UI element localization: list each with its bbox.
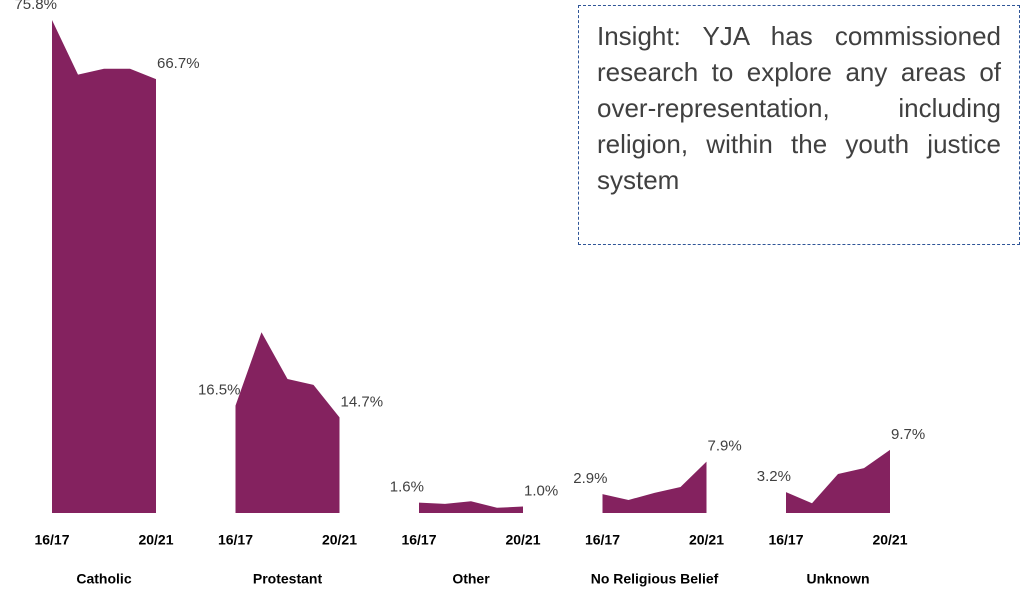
area <box>52 20 156 513</box>
group-label: Unknown <box>807 571 870 587</box>
value-label: 66.7% <box>157 55 200 72</box>
x-tick-label: 20/21 <box>138 532 173 548</box>
x-tick-label: 20/21 <box>689 532 724 548</box>
value-label: 2.9% <box>573 470 607 487</box>
x-tick-label: 20/21 <box>872 532 907 548</box>
group-label: Other <box>452 571 490 587</box>
area <box>786 449 890 513</box>
group-label: Protestant <box>253 571 323 587</box>
value-label: 14.7% <box>341 393 384 410</box>
insight-box: Insight: YJA has commissioned research t… <box>578 5 1020 245</box>
value-label: 1.6% <box>390 479 424 496</box>
value-label: 7.9% <box>708 438 742 455</box>
area <box>602 461 707 513</box>
x-tick-label: 16/17 <box>768 532 803 548</box>
value-label: 9.7% <box>891 426 925 443</box>
x-tick-label: 16/17 <box>218 532 253 548</box>
group-label: Catholic <box>76 571 131 587</box>
value-label: 16.5% <box>198 382 241 399</box>
value-label: 75.8% <box>14 0 57 13</box>
x-tick-label: 16/17 <box>401 532 436 548</box>
value-label: 3.2% <box>757 468 791 485</box>
x-tick-label: 16/17 <box>585 532 620 548</box>
area <box>419 501 523 513</box>
x-tick-label: 20/21 <box>322 532 357 548</box>
group-label: No Religious Belief <box>591 571 719 587</box>
x-tick-label: 20/21 <box>505 532 540 548</box>
value-label: 1.0% <box>524 482 558 499</box>
x-tick-label: 16/17 <box>34 532 69 548</box>
area <box>235 332 340 513</box>
